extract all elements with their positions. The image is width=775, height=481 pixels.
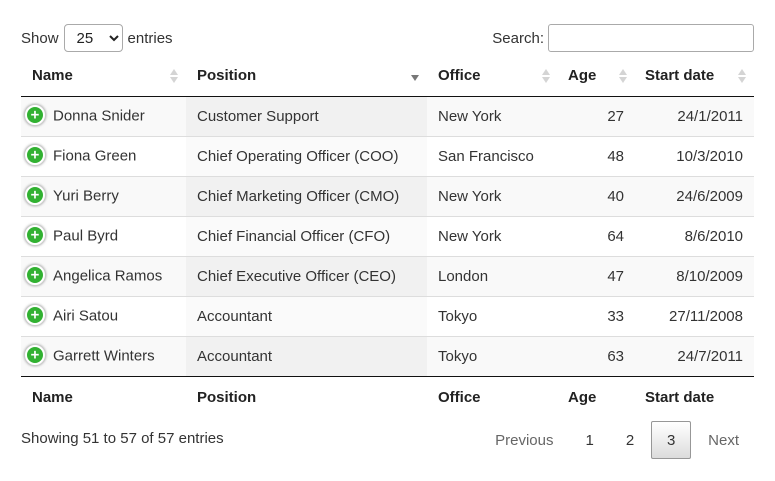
table-row[interactable]: + Paul Byrd Chief Financial Officer (CFO)… (21, 215, 754, 256)
length-entries-label: entries (127, 29, 173, 47)
table-row[interactable]: + Donna Snider Customer Support New York … (21, 96, 754, 136)
cell-start-date: 24/6/2009 (635, 175, 754, 216)
column-header-start-date[interactable]: Start date (635, 56, 754, 97)
name-text: Airi Satou (53, 307, 119, 325)
sort-icon (170, 68, 178, 84)
cell-start-date: 27/11/2008 (635, 295, 754, 336)
page-button-3-current[interactable]: 3 (651, 421, 692, 459)
cell-name: + Airi Satou (21, 295, 186, 336)
table-header: Name Position Office Age Start date (21, 56, 754, 97)
table-row[interactable]: + Fiona Green Chief Operating Officer (CO… (21, 135, 754, 176)
page-button-2[interactable]: 2 (625, 431, 635, 449)
cell-age: 64 (558, 215, 635, 256)
column-header-label: Office (438, 67, 481, 85)
sort-icon (619, 68, 627, 84)
cell-start-date: 8/6/2010 (635, 215, 754, 256)
plus-icon[interactable]: + (25, 145, 45, 165)
cell-position: Accountant (186, 295, 427, 336)
column-header-label: Start date (645, 67, 715, 85)
plus-icon[interactable]: + (25, 225, 45, 245)
column-header-age[interactable]: Age (558, 56, 635, 97)
cell-office: Tokyo (427, 295, 558, 336)
cell-position: Chief Financial Officer (CFO) (186, 215, 427, 256)
plus-icon[interactable]: + (25, 185, 45, 205)
footer-header-position: Position (197, 388, 257, 406)
search-input[interactable] (548, 24, 754, 52)
cell-age: 48 (558, 135, 635, 176)
footer-header-age: Age (568, 388, 597, 406)
cell-start-date: 24/1/2011 (635, 96, 754, 136)
previous-button[interactable]: Previous (495, 431, 554, 449)
plus-icon[interactable]: + (25, 265, 45, 285)
sort-icon (738, 68, 746, 84)
cell-office: Tokyo (427, 335, 558, 377)
name-text: Donna Snider (53, 107, 145, 125)
sort-desc-icon (411, 68, 419, 84)
cell-office: New York (427, 215, 558, 256)
header-row: Name Position Office Age Start date (21, 56, 754, 97)
cell-office: London (427, 255, 558, 296)
cell-office: New York (427, 96, 558, 136)
cell-name: + Donna Snider (21, 96, 186, 136)
table-row[interactable]: + Angelica Ramos Chief Executive Officer … (21, 255, 754, 296)
pagination: Previous 1 2 3 Next (478, 420, 754, 460)
cell-name: + Paul Byrd (21, 215, 186, 256)
next-button[interactable]: Next (708, 431, 739, 449)
table-row[interactable]: + Yuri Berry Chief Marketing Officer (CMO… (21, 175, 754, 216)
cell-age: 63 (558, 335, 635, 377)
column-header-position[interactable]: Position (186, 56, 427, 97)
plus-icon[interactable]: + (25, 305, 45, 325)
cell-age: 33 (558, 295, 635, 336)
cell-age: 47 (558, 255, 635, 296)
table-body: + Donna Snider Customer Support New York … (21, 96, 754, 377)
column-header-office[interactable]: Office (427, 56, 558, 97)
column-header-label: Name (32, 67, 73, 85)
cell-age: 40 (558, 175, 635, 216)
data-table: Name Position Office Age Start date (21, 56, 754, 418)
sort-icon (542, 68, 550, 84)
footer-header-start-date: Start date (645, 388, 715, 406)
table-footer: Name Position Office Age Start date (21, 376, 754, 418)
cell-start-date: 8/10/2009 (635, 255, 754, 296)
name-text: Paul Byrd (53, 227, 119, 245)
cell-age: 27 (558, 96, 635, 136)
length-show-label: Show (21, 29, 59, 47)
table-info: Showing 51 to 57 of 57 entries (21, 430, 224, 447)
name-text: Yuri Berry (53, 187, 119, 205)
footer-row: Name Position Office Age Start date (21, 376, 754, 418)
table-row[interactable]: + Garrett Winters Accountant Tokyo 63 24/… (21, 335, 754, 377)
cell-start-date: 10/3/2010 (635, 135, 754, 176)
cell-name: + Angelica Ramos (21, 255, 186, 296)
cell-position: Chief Executive Officer (CEO) (186, 255, 427, 296)
footer-header-office: Office (438, 388, 481, 406)
plus-icon[interactable]: + (25, 345, 45, 365)
column-header-label: Position (197, 67, 257, 85)
cell-name: + Yuri Berry (21, 175, 186, 216)
length-menu: Show 25 entries (21, 24, 173, 52)
cell-position: Chief Marketing Officer (CMO) (186, 175, 427, 216)
name-text: Fiona Green (53, 147, 137, 165)
search-filter: Search: (492, 23, 754, 53)
cell-position: Customer Support (186, 96, 427, 136)
cell-start-date: 24/7/2011 (635, 335, 754, 377)
page-length-select[interactable]: 25 (63, 24, 123, 52)
name-text: Garrett Winters (53, 347, 155, 365)
footer-header-name: Name (32, 388, 73, 406)
table-row[interactable]: + Airi Satou Accountant Tokyo 33 27/11/20… (21, 295, 754, 336)
cell-position: Chief Operating Officer (COO) (186, 135, 427, 176)
cell-position: Accountant (186, 335, 427, 377)
cell-name: + Fiona Green (21, 135, 186, 176)
page-button-1[interactable]: 1 (585, 431, 594, 449)
cell-office: San Francisco (427, 135, 558, 176)
cell-office: New York (427, 175, 558, 216)
plus-icon[interactable]: + (25, 105, 45, 125)
name-text: Angelica Ramos (53, 267, 163, 285)
search-label: Search: (492, 29, 544, 47)
column-header-label: Age (568, 67, 597, 85)
column-header-name[interactable]: Name (21, 56, 186, 97)
cell-name: + Garrett Winters (21, 335, 186, 377)
